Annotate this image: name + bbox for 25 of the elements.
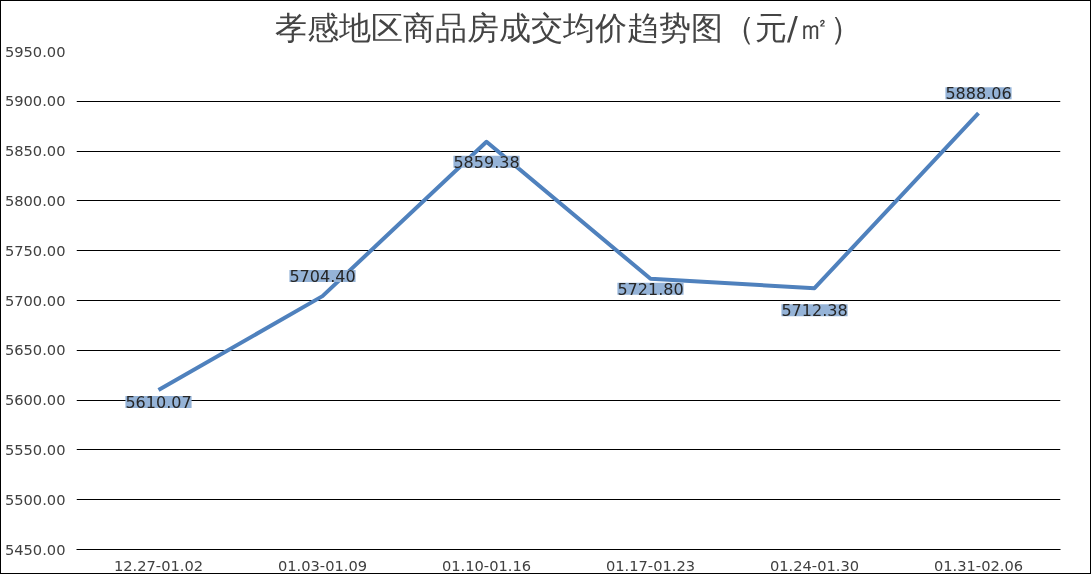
data-label: 5888.06	[945, 84, 1012, 104]
y-tick-label: 5700.00	[4, 291, 66, 309]
x-tick-label: 12.27-01.02	[113, 556, 204, 574]
y-tick-label: 5750.00	[4, 241, 66, 259]
y-tick-label: 5500.00	[4, 490, 66, 508]
data-label: 5859.38	[453, 152, 520, 172]
data-label: 5610.07	[125, 393, 192, 413]
y-tick-label: 5850.00	[4, 142, 66, 160]
line-series	[156, 111, 981, 393]
y-tick-label: 5550.00	[4, 440, 66, 458]
data-label: 5704.40	[289, 267, 356, 287]
y-tick-label: 5650.00	[4, 341, 66, 359]
x-tick-label: 01.17-01.23	[605, 556, 696, 574]
y-tick-label: 5600.00	[4, 391, 66, 409]
y-tick-label: 5800.00	[4, 191, 66, 209]
y-tick-label: 5450.00	[4, 540, 66, 558]
data-label: 5712.38	[781, 301, 848, 321]
x-tick-label: 01.03-01.09	[277, 556, 368, 574]
x-tick-label: 01.10-01.16	[441, 556, 532, 574]
data-label: 5721.80	[617, 279, 684, 299]
chart-title: 孝感地区商品房成交均价趋势图（元/㎡）	[275, 8, 862, 47]
x-tick-label: 01.24-01.30	[769, 556, 860, 574]
y-tick-label: 5950.00	[4, 42, 66, 60]
x-tick-label: 01.31-02.06	[933, 556, 1024, 574]
y-tick-label: 5900.00	[4, 92, 66, 110]
